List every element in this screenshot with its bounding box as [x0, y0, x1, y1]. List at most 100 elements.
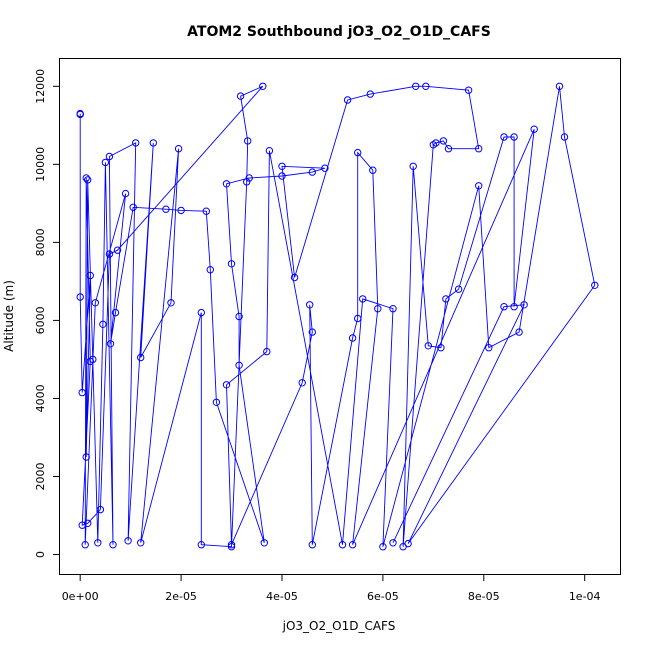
data-point — [105, 152, 114, 161]
series-line — [79, 85, 596, 548]
data-point — [132, 139, 140, 147]
chart-title: ATOM2 Southbound jO3_O2_O1D_CAFS — [187, 24, 491, 40]
data-point — [162, 205, 170, 213]
data-point — [167, 299, 175, 307]
data-point — [500, 303, 508, 311]
data-point — [222, 381, 231, 389]
data-point — [236, 92, 245, 100]
data-point — [389, 305, 397, 313]
data-point — [121, 189, 130, 198]
data-point — [94, 539, 102, 547]
data-point — [106, 340, 115, 348]
data-point — [111, 308, 120, 317]
plot-frame — [59, 58, 621, 575]
data-point — [308, 541, 316, 549]
data-point — [129, 203, 137, 212]
data-point — [475, 182, 483, 190]
y-tick-label: 10000 — [34, 147, 47, 182]
x-axis: 0e+00 2e-05 4e-05 6e-05 8e-05 1e-04 — [62, 574, 601, 603]
data-point — [91, 299, 100, 307]
x-axis-label: jO3_O2_O1D_CAFS — [282, 619, 396, 633]
data-point — [81, 541, 89, 549]
data-point — [359, 295, 367, 303]
y-tick-label: 0 — [34, 551, 47, 558]
data-point — [389, 539, 397, 547]
data-point — [263, 347, 271, 356]
data-point — [212, 398, 221, 406]
data-point — [197, 308, 206, 317]
data-point — [306, 301, 314, 309]
y-tick-label: 8000 — [34, 228, 47, 256]
data-point — [510, 303, 518, 311]
data-point — [369, 166, 377, 174]
data-point — [227, 543, 236, 551]
data-point — [454, 285, 463, 293]
series-layer — [76, 82, 599, 551]
data-point — [259, 82, 267, 91]
data-point — [174, 145, 183, 153]
data-point — [265, 147, 274, 155]
data-point — [500, 133, 508, 141]
data-point — [560, 133, 569, 141]
data-point — [321, 164, 329, 172]
data-point — [475, 145, 483, 153]
data-point — [78, 388, 86, 397]
data-point — [109, 541, 117, 549]
data-point — [86, 357, 95, 366]
data-point — [343, 96, 352, 104]
data-point — [244, 137, 252, 145]
data-point — [354, 314, 362, 323]
data-point — [137, 539, 145, 547]
data-point — [442, 295, 450, 303]
data-point — [76, 109, 84, 118]
data-point — [105, 250, 114, 258]
data-point — [206, 266, 215, 274]
data-point — [235, 361, 243, 369]
data-point — [245, 174, 253, 182]
data-point — [429, 141, 437, 149]
data-point — [591, 281, 599, 289]
data-point — [530, 125, 538, 133]
y-tick-label: 4000 — [34, 384, 47, 412]
data-point — [439, 137, 448, 145]
x-tick-label: 0e+00 — [62, 590, 99, 603]
data-point — [555, 82, 564, 91]
data-point — [412, 82, 420, 91]
data-point — [510, 133, 518, 141]
data-point — [101, 158, 110, 167]
data-point — [444, 145, 453, 153]
data-point — [197, 541, 206, 549]
data-point — [260, 539, 268, 547]
y-axis-label: Altitude (m) — [2, 280, 16, 352]
plot-area — [59, 58, 621, 575]
data-point — [338, 541, 347, 549]
data-point — [235, 312, 243, 321]
y-tick-label: 2000 — [34, 462, 47, 490]
data-point — [278, 172, 286, 180]
y-axis: 0 2000 4000 6000 8000 10000 12000 — [34, 69, 60, 558]
data-point — [227, 260, 236, 268]
data-point — [464, 86, 473, 94]
data-point — [177, 206, 185, 215]
data-point — [78, 521, 86, 529]
data-point — [298, 379, 306, 387]
data-point — [202, 207, 211, 215]
x-tick-label: 4e-05 — [266, 590, 298, 603]
data-point — [89, 355, 97, 364]
data-point — [290, 273, 299, 282]
data-point — [485, 344, 493, 352]
data-point — [84, 176, 92, 184]
data-point — [379, 543, 387, 551]
data-point — [409, 162, 417, 171]
data-point — [86, 271, 95, 280]
data-point — [437, 344, 445, 352]
data-point — [99, 320, 107, 328]
data-point — [82, 174, 90, 182]
data-point — [308, 328, 316, 336]
y-tick-label: 6000 — [34, 306, 47, 334]
data-point — [227, 541, 236, 549]
data-point — [96, 505, 105, 514]
x-tick-label: 6e-05 — [367, 590, 399, 603]
data-point — [515, 328, 523, 336]
